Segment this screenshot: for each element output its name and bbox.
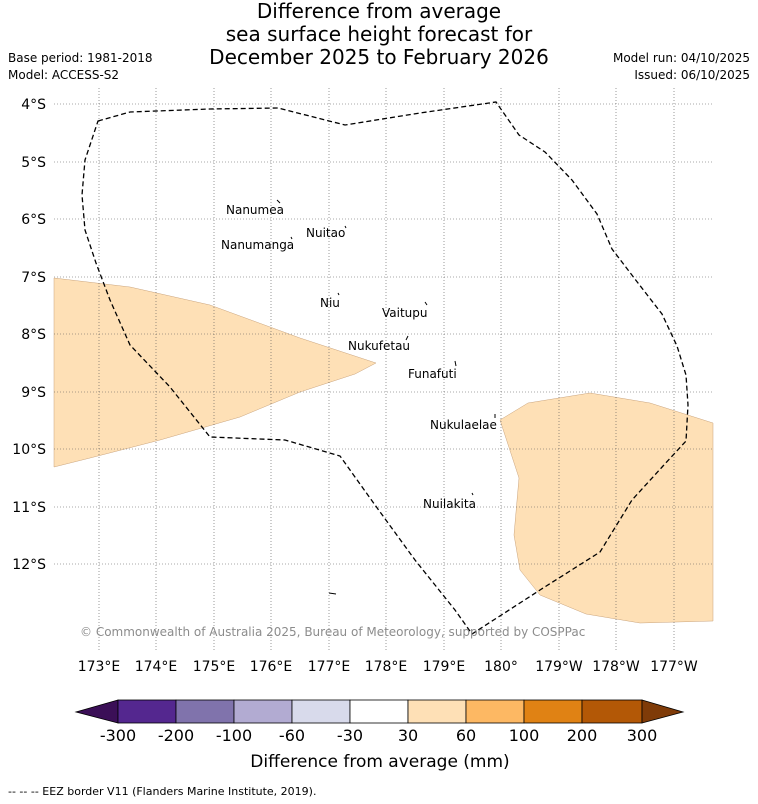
colorbar-bin [291, 699, 351, 724]
lon-label: 179°E [423, 659, 466, 675]
map-title: Difference from average sea surface heig… [0, 0, 758, 69]
eez-legend: -- -- -- EEZ border V11 (Flanders Marine… [8, 785, 317, 798]
colorbar-bin [349, 699, 409, 724]
lon-label: 180° [484, 659, 518, 675]
issued-date: Issued: 06/10/2025 [634, 68, 750, 82]
lon-label: 177°E [308, 659, 351, 675]
lat-label: 4°S [21, 97, 46, 113]
lat-label: 7°S [21, 270, 46, 286]
lon-label: 176°E [250, 659, 293, 675]
title-line-2: sea surface height forecast for [225, 22, 533, 46]
place-vaitupu: Vaitupu [382, 306, 428, 320]
colorbar-tick: -100 [216, 726, 252, 745]
place-niu: Niu [320, 296, 340, 310]
lon-label: 178°W [592, 659, 640, 675]
colorbar-label: Difference from average (mm) [250, 752, 509, 772]
colorbar-bin [233, 699, 293, 724]
colorbar-tick: -30 [337, 726, 363, 745]
lat-label: 11°S [12, 500, 46, 516]
place-nanumea: Nanumea [226, 203, 284, 217]
colorbar-bin [523, 699, 583, 724]
lat-label: 6°S [21, 212, 46, 228]
meta-right: Model run: 04/10/2025 Issued: 06/10/2025 [613, 50, 750, 84]
colorbar-bin [407, 699, 467, 724]
lat-label: 8°S [21, 327, 46, 343]
colorbar-tick: 200 [567, 726, 598, 745]
lon-label: 174°E [135, 659, 178, 675]
place-nuilakita: Nuilakita [423, 497, 476, 511]
place-nanumanga: Nanumanga [221, 238, 294, 252]
colorbar-tick: -200 [158, 726, 194, 745]
place-nukulaelae: Nukulaelae [430, 418, 497, 432]
colorbar-tick: 100 [509, 726, 540, 745]
colorbar-tick: -60 [279, 726, 305, 745]
colorbar-bin [117, 699, 177, 724]
grid [54, 88, 713, 652]
anomaly-area-west [53, 277, 377, 468]
lat-label: 5°S [21, 155, 46, 171]
model-run: Model run: 04/10/2025 [612, 51, 750, 65]
title-line-1: Difference from average [256, 0, 502, 23]
lon-label: 175°E [193, 659, 236, 675]
colorbar-extend-low [74, 699, 119, 724]
lon-label: 177°W [650, 659, 698, 675]
place-nukufetau: Nukufetau [348, 339, 410, 353]
lat-label: 12°S [12, 557, 46, 573]
colorbar-tick: 60 [456, 726, 476, 745]
lon-label: 179°W [535, 659, 583, 675]
eez-border [81, 101, 689, 635]
colorbar [74, 699, 685, 724]
lat-label: 9°S [21, 385, 46, 401]
model-name: Model: ACCESS-S2 [8, 68, 120, 82]
credit-text: © Commonwealth of Australia 2025, Bureau… [80, 625, 585, 639]
sea-level-map: Nanumea Nuitao Nanumanga Niu Vaitupu Nuk… [12, 88, 714, 772]
title-line-3: December 2025 to February 2026 [209, 45, 549, 69]
base-period: Base period: 1981-2018 [8, 51, 153, 65]
anomaly-area-east [499, 392, 714, 624]
place-nuitao: Nuitao [306, 226, 345, 240]
colorbar-extend-high [641, 699, 685, 724]
colorbar-tick: -300 [100, 726, 136, 745]
colorbar-tick: 30 [398, 726, 418, 745]
island-marks [276, 199, 496, 595]
lat-label: 10°S [12, 442, 46, 458]
meta-left: Base period: 1981-2018 Model: ACCESS-S2 [8, 50, 153, 84]
lon-label: 173°E [78, 659, 121, 675]
lon-label: 178°E [365, 659, 408, 675]
place-funafuti: Funafuti [408, 367, 457, 381]
colorbar-bin [175, 699, 235, 724]
colorbar-bin [465, 699, 525, 724]
colorbar-tick: 300 [627, 726, 658, 745]
colorbar-bin [581, 699, 643, 724]
